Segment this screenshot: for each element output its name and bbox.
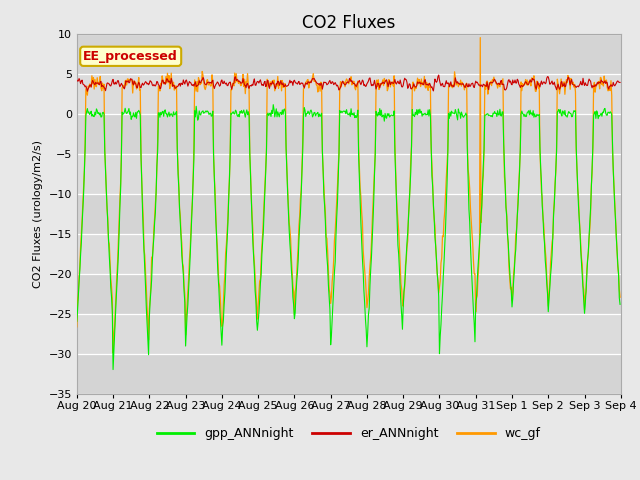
Bar	[77, 154, 621, 193]
Bar	[77, 34, 621, 73]
Bar	[77, 313, 621, 354]
Bar	[77, 193, 621, 234]
Title: CO2 Fluxes: CO2 Fluxes	[302, 14, 396, 32]
Text: EE_processed: EE_processed	[83, 50, 178, 63]
Bar	[77, 114, 621, 154]
Y-axis label: CO2 Fluxes (urology/m2/s): CO2 Fluxes (urology/m2/s)	[33, 140, 43, 288]
Bar	[77, 354, 621, 394]
Bar	[77, 73, 621, 114]
Bar	[77, 234, 621, 274]
Legend: gpp_ANNnight, er_ANNnight, wc_gf: gpp_ANNnight, er_ANNnight, wc_gf	[152, 422, 546, 445]
Bar	[77, 274, 621, 313]
